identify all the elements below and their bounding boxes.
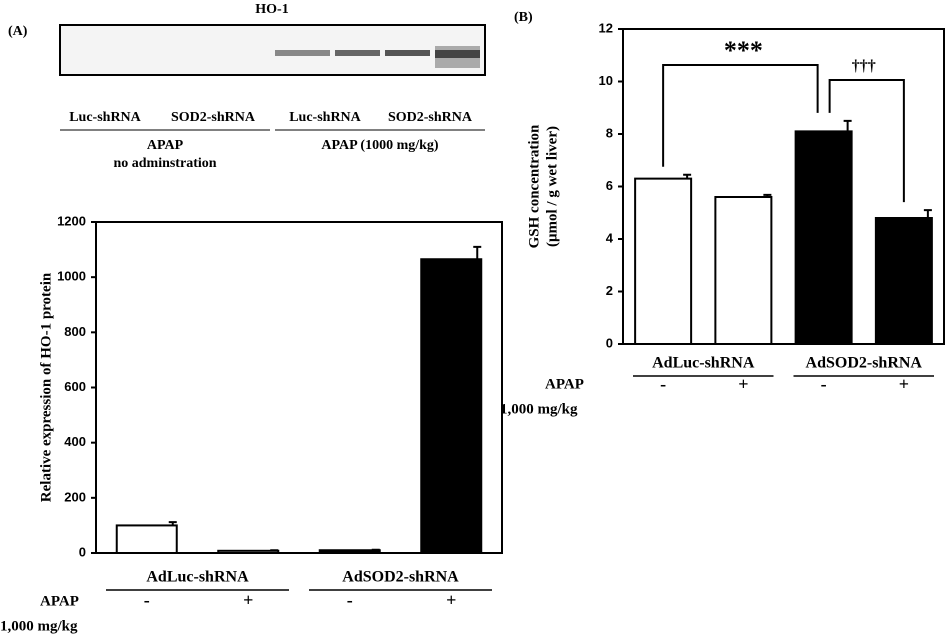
error-bar xyxy=(844,121,852,132)
y-tick-label: 2 xyxy=(606,283,613,298)
y-tick-label: 800 xyxy=(64,324,86,339)
bar xyxy=(715,197,771,344)
y-tick-label: 12 xyxy=(599,20,613,35)
x-tick-label: - xyxy=(821,374,827,394)
y-tick-label: 6 xyxy=(606,178,613,193)
lane-label: Luc-shRNA xyxy=(69,110,141,125)
bar xyxy=(218,551,278,553)
figure: (A) (B) HO-1 Luc-shRNA SOD2-shRNA Luc-shRN… xyxy=(0,0,949,639)
lane-label: Luc-shRNA xyxy=(289,110,361,125)
x-tick-label: - xyxy=(144,590,150,610)
group-label: AdSOD2-shRNA xyxy=(342,569,459,586)
y-tick-label: 4 xyxy=(606,230,614,245)
y-axis-label: (μmol / g wet liver) xyxy=(544,126,560,247)
bar xyxy=(635,179,691,344)
annotation: *** xyxy=(724,36,763,65)
bar xyxy=(117,525,177,553)
y-tick-label: 10 xyxy=(599,73,613,88)
group-label: no adminstration xyxy=(113,156,216,171)
error-bar xyxy=(270,550,278,551)
y-tick-label: 600 xyxy=(64,379,86,394)
y-tick-label: 400 xyxy=(64,434,86,449)
bar xyxy=(796,131,852,344)
x-tick-label: + xyxy=(243,590,253,610)
bar xyxy=(421,259,481,553)
panel-label: (A) xyxy=(8,24,28,39)
error-bar xyxy=(924,210,932,218)
lane-label: SOD2-shRNA xyxy=(171,110,256,125)
significance-bracket xyxy=(663,65,818,167)
y-axis-label: GSH concentration xyxy=(526,124,542,248)
lane-label: SOD2-shRNA xyxy=(388,110,473,125)
blot-title: HO-1 xyxy=(255,2,288,17)
annotation: ††† xyxy=(852,58,876,75)
x-tick-label: + xyxy=(899,374,909,394)
x-tick-label: - xyxy=(347,590,353,610)
error-bar xyxy=(372,550,380,551)
row-label: 1,000 mg/kg xyxy=(0,618,78,634)
group-label: AdLuc-shRNA xyxy=(146,569,249,586)
y-tick-label: 0 xyxy=(606,335,613,350)
group-label: APAP xyxy=(147,138,184,153)
group-label: AdLuc-shRNA xyxy=(652,355,755,372)
x-tick-label: - xyxy=(660,374,666,394)
blot-image xyxy=(60,25,485,75)
x-tick-label: + xyxy=(738,374,748,394)
y-tick-label: 0 xyxy=(79,544,86,559)
y-tick-label: 1200 xyxy=(57,213,86,228)
group-label: APAP (1000 mg/kg) xyxy=(321,138,439,153)
x-tick-label: + xyxy=(446,590,456,610)
bar xyxy=(876,218,932,344)
group-label: AdSOD2-shRNA xyxy=(806,355,923,372)
y-tick-label: 200 xyxy=(64,489,86,504)
row-label: APAP xyxy=(40,593,79,609)
y-axis-label: Relative expression of HO-1 protein xyxy=(38,272,54,502)
panel-label: (B) xyxy=(514,10,533,25)
row-label: APAP xyxy=(545,376,584,392)
y-tick-label: 8 xyxy=(606,125,613,140)
row-label: 1,000 mg/kg xyxy=(500,401,578,417)
bar xyxy=(320,550,380,553)
error-bar xyxy=(473,247,481,259)
y-tick-label: 1000 xyxy=(57,269,86,284)
